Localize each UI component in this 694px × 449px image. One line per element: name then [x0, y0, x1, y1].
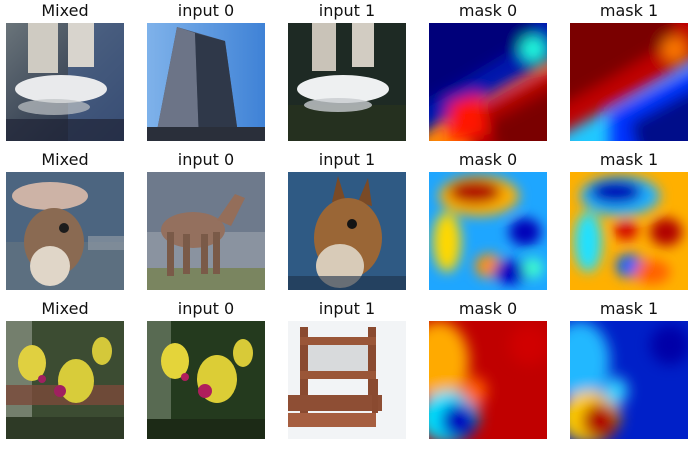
- panel-title: Mixed: [41, 1, 89, 20]
- input1-image: [288, 321, 406, 439]
- input1-image: [288, 172, 406, 290]
- mixed-image: [6, 23, 124, 141]
- panel-title: input 0: [177, 299, 235, 318]
- input0-image: [147, 172, 265, 290]
- mask0-heatmap: [429, 172, 547, 290]
- panel-title: input 1: [318, 299, 376, 318]
- panel-title: input 0: [177, 150, 235, 169]
- input0-image: [147, 23, 265, 141]
- panel-title: mask 0: [458, 1, 518, 20]
- panel-title: Mixed: [41, 150, 89, 169]
- panel-title: mask 0: [458, 299, 518, 318]
- mixed-image: [6, 172, 124, 290]
- mask1-heatmap: [570, 321, 688, 439]
- panel-title: input 0: [177, 1, 235, 20]
- panel-title: mask 1: [599, 1, 659, 20]
- input0-image: [147, 321, 265, 439]
- panel-title: mask 1: [599, 150, 659, 169]
- panel-title: Mixed: [41, 299, 89, 318]
- mask0-heatmap: [429, 23, 547, 141]
- panel-title: input 1: [318, 150, 376, 169]
- mixed-image: [6, 321, 124, 439]
- panel-title: input 1: [318, 1, 376, 20]
- panel-title: mask 1: [599, 299, 659, 318]
- input1-image: [288, 23, 406, 141]
- panel-title: mask 0: [458, 150, 518, 169]
- mask1-heatmap: [570, 172, 688, 290]
- mask0-heatmap: [429, 321, 547, 439]
- mask1-heatmap: [570, 23, 688, 141]
